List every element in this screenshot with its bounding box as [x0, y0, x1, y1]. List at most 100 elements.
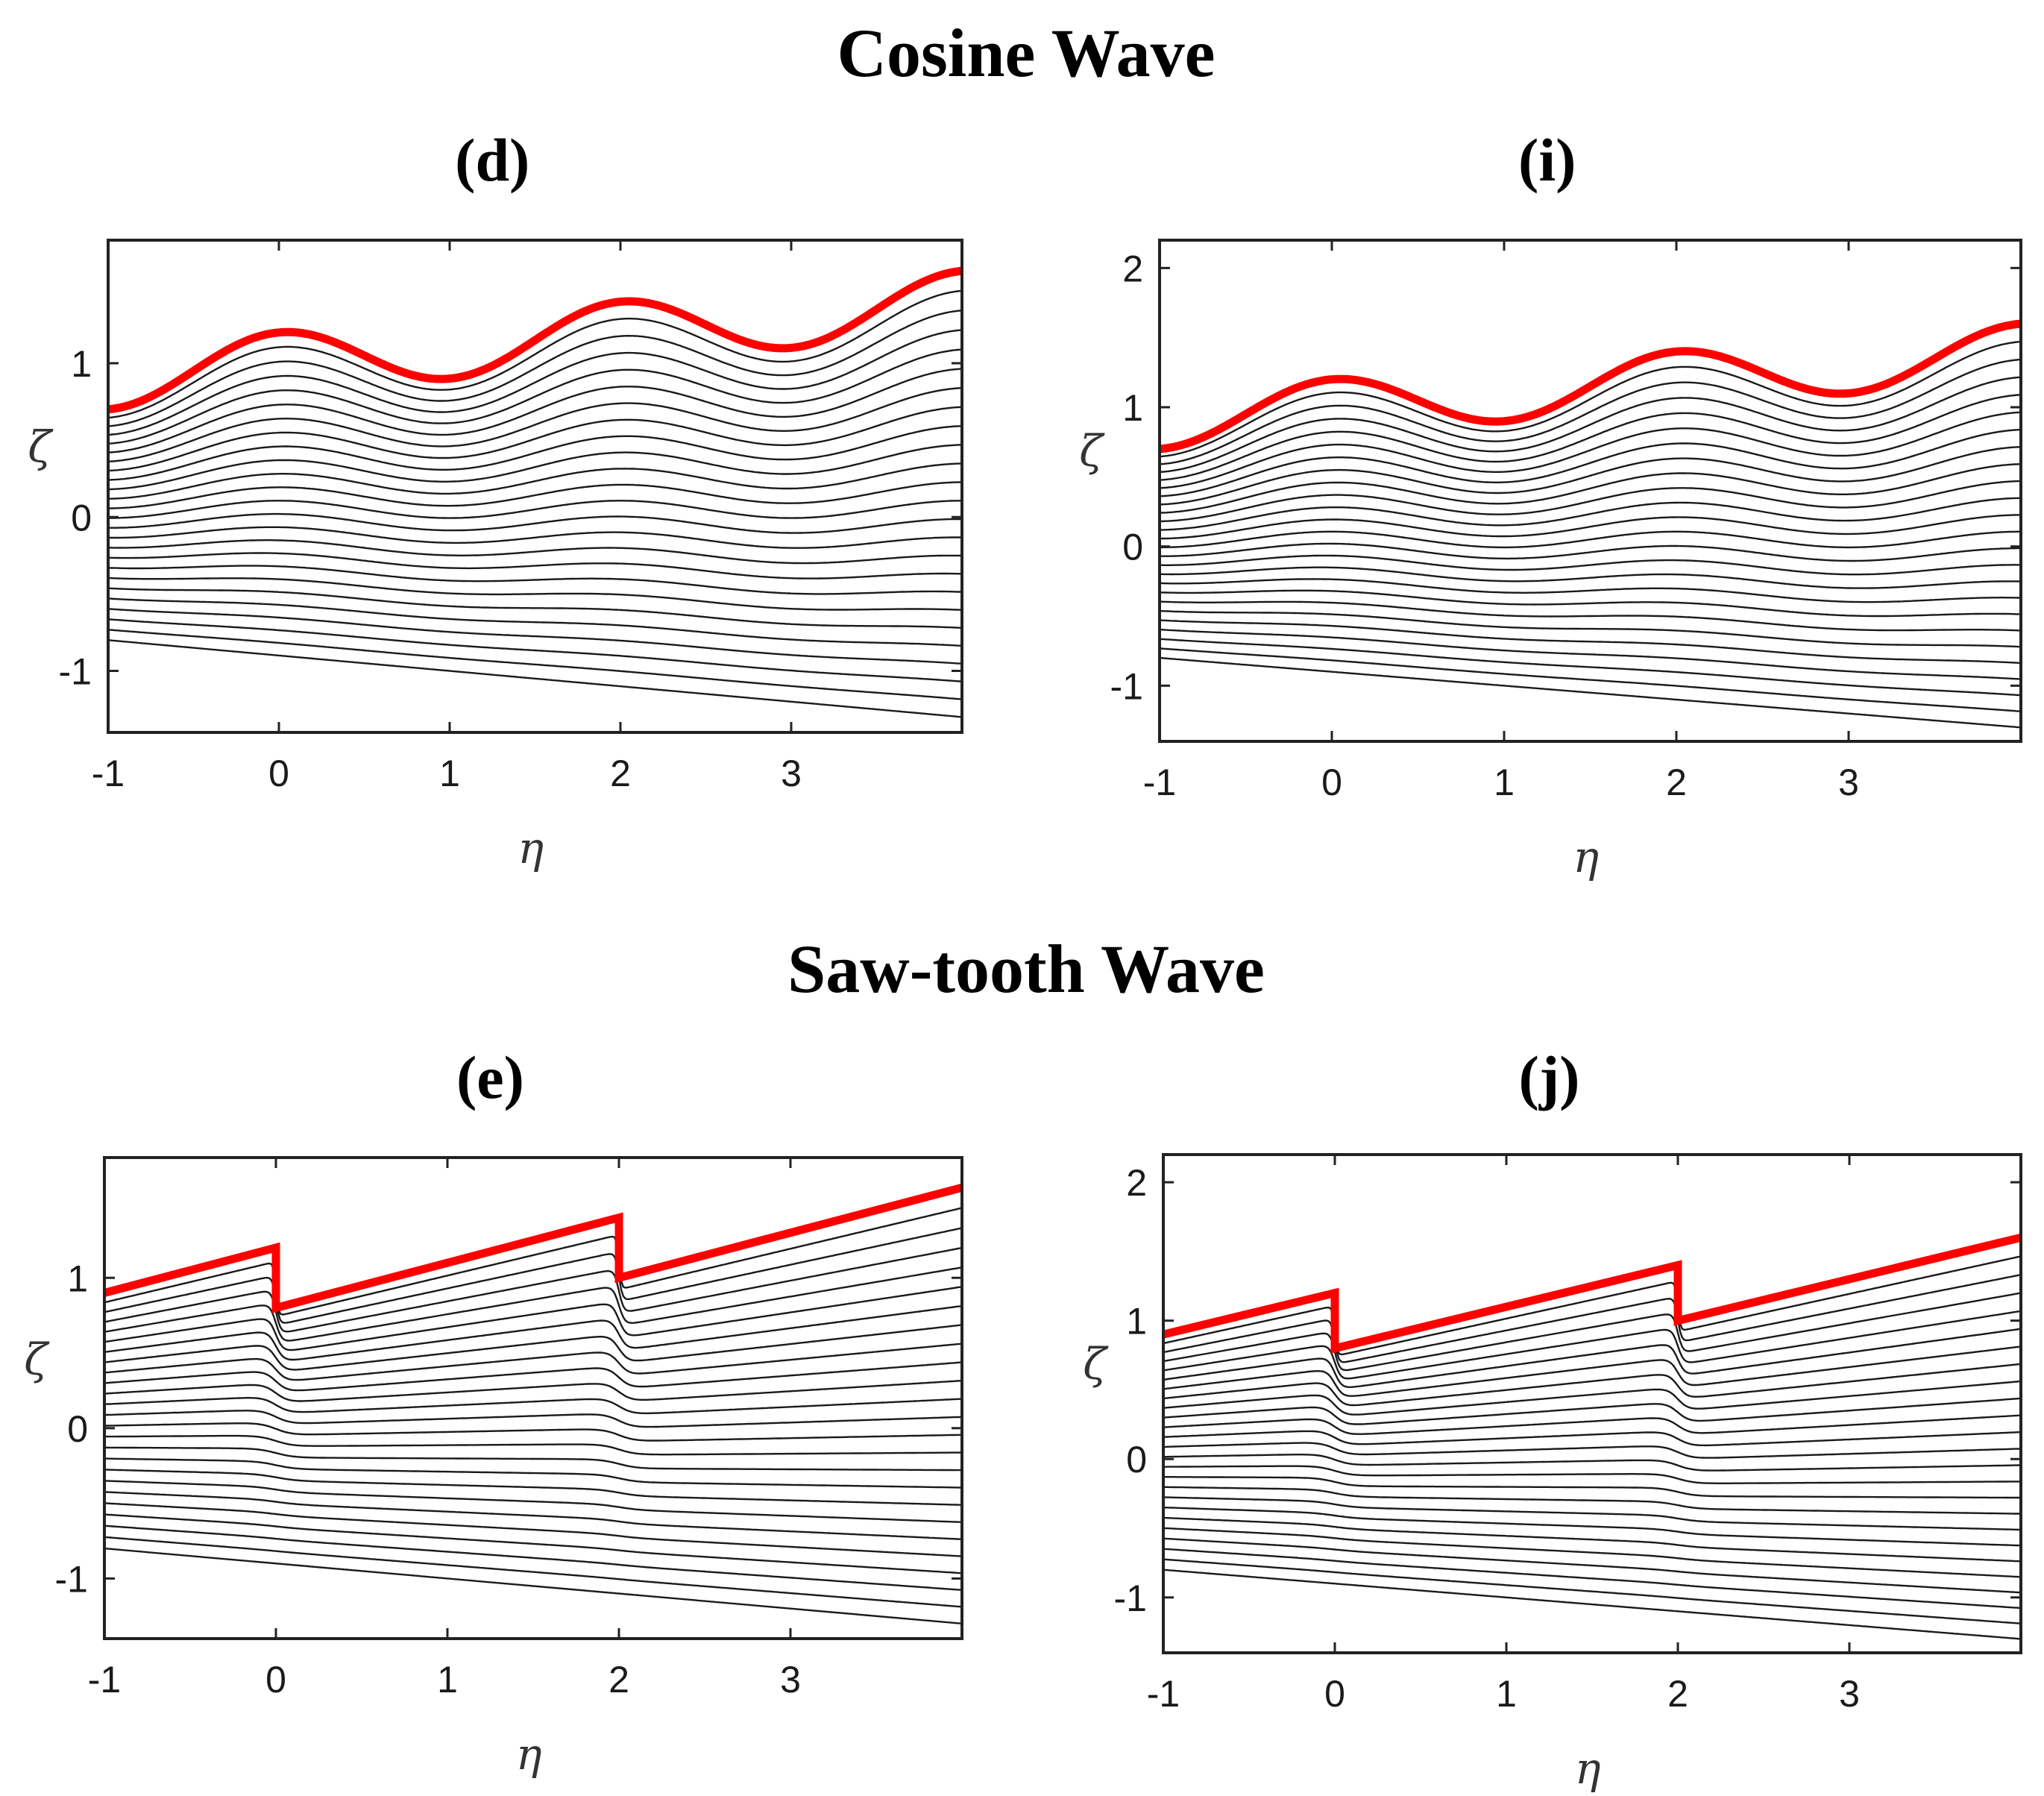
streamline — [104, 1324, 963, 1371]
panel-label: (e) — [456, 1043, 524, 1111]
streamline — [1163, 1548, 2022, 1610]
streamline — [1159, 609, 2022, 648]
streamline — [107, 329, 963, 436]
axes-frame — [107, 239, 963, 734]
streamline — [107, 639, 963, 718]
chart-panel-j: (j) -1 0 1 2 3 -1 0 1 2 η ζ — [1083, 1043, 2022, 1794]
streamline — [104, 1380, 963, 1402]
axes-frame — [1158, 239, 2022, 743]
streamline — [1163, 1397, 2022, 1425]
streamline — [104, 1457, 962, 1489]
streamline — [104, 1246, 963, 1333]
wall-line — [1162, 1233, 2022, 1354]
x-tick-label: 2 — [609, 1659, 629, 1701]
streamline — [1163, 1380, 2022, 1416]
x-tick-label: 1 — [1496, 1673, 1517, 1715]
streamline — [104, 1286, 963, 1351]
streamline — [1159, 619, 2022, 665]
streamline — [1163, 1537, 2022, 1594]
streamline — [107, 587, 963, 629]
streamline — [1163, 1496, 2022, 1531]
x-tick-label: 0 — [268, 753, 289, 794]
streamline — [1159, 340, 2022, 458]
streamline — [108, 500, 962, 519]
wall-line — [107, 266, 963, 414]
streamline — [1159, 647, 2022, 712]
streamline — [107, 368, 963, 453]
streamline — [1163, 1558, 2022, 1624]
streamline — [104, 1480, 963, 1523]
streamline — [107, 406, 963, 472]
streamline — [104, 1343, 963, 1381]
x-tick-label: 0 — [1321, 762, 1342, 803]
chart-panel-i: (i) -1 0 1 2 3 -1 0 1 2 η ζ — [1079, 126, 2022, 882]
y-tick-label: 1 — [1126, 1301, 1147, 1343]
streamline — [104, 1491, 963, 1540]
streamline — [1159, 656, 2022, 729]
streamline — [107, 608, 963, 665]
x-axis-label: η — [516, 1729, 542, 1780]
streamline — [1163, 1454, 2021, 1472]
streamline — [104, 1502, 963, 1557]
streamline — [1163, 1516, 2022, 1563]
streamline — [107, 629, 963, 700]
streamline — [1163, 1255, 2022, 1356]
streamline — [107, 526, 963, 549]
y-tick-label: -1 — [59, 651, 92, 693]
streamline — [104, 1266, 963, 1342]
axes-frame — [103, 1156, 963, 1640]
streamline — [107, 597, 963, 647]
x-tick-label: -1 — [88, 1659, 121, 1701]
streamline — [1163, 1527, 2022, 1578]
streamline — [1159, 497, 2022, 531]
x-tick-label: 3 — [1839, 1673, 1860, 1715]
streamline — [1159, 480, 2022, 523]
streamline — [104, 1525, 963, 1591]
streamline — [107, 577, 963, 611]
streamline — [1159, 428, 2022, 497]
panel-label: (j) — [1519, 1043, 1580, 1111]
streamline — [1160, 542, 2022, 562]
streamline — [1163, 1507, 2022, 1547]
streamline — [1160, 514, 2022, 540]
y-tick-label: 2 — [1122, 248, 1143, 289]
wall-line — [1159, 319, 2022, 453]
streamline — [107, 348, 963, 445]
x-axis-label: η — [1573, 832, 1599, 882]
x-tick-label: 2 — [610, 753, 631, 794]
streamline — [1163, 1430, 2022, 1447]
streamline — [107, 425, 963, 481]
y-tick-label: -1 — [1114, 1577, 1147, 1619]
y-tick-label: 0 — [71, 497, 92, 539]
panel-label: (i) — [1518, 126, 1576, 194]
streamline — [1159, 638, 2022, 697]
streamline — [1163, 1363, 2022, 1407]
streamline — [108, 481, 962, 509]
y-axis-label: ζ — [1079, 425, 1105, 476]
streamline — [1163, 1465, 2022, 1484]
streamline — [1163, 1273, 2022, 1363]
streamline — [1159, 376, 2022, 474]
streamline — [107, 552, 963, 580]
streamline — [1159, 411, 2022, 489]
streamline — [1160, 530, 2021, 549]
x-axis-label: η — [1575, 1743, 1601, 1794]
streamline — [1160, 554, 2021, 576]
streamline — [108, 444, 963, 491]
x-tick-label: 1 — [1494, 762, 1515, 803]
streamline — [104, 1361, 963, 1392]
y-tick-label: 0 — [67, 1408, 88, 1450]
streamline — [107, 565, 963, 595]
streamline — [1159, 628, 2022, 680]
streamline — [1159, 600, 2022, 632]
y-tick-label: -1 — [1110, 665, 1143, 707]
streamline — [104, 1446, 962, 1472]
streamline — [1163, 1569, 2022, 1640]
x-tick-label: 1 — [437, 1659, 458, 1701]
x-tick-label: 3 — [1838, 762, 1859, 803]
streamline — [1163, 1346, 2022, 1397]
y-tick-label: 0 — [1126, 1439, 1147, 1481]
y-tick-label: 2 — [1126, 1162, 1147, 1204]
streamline — [104, 1536, 963, 1608]
